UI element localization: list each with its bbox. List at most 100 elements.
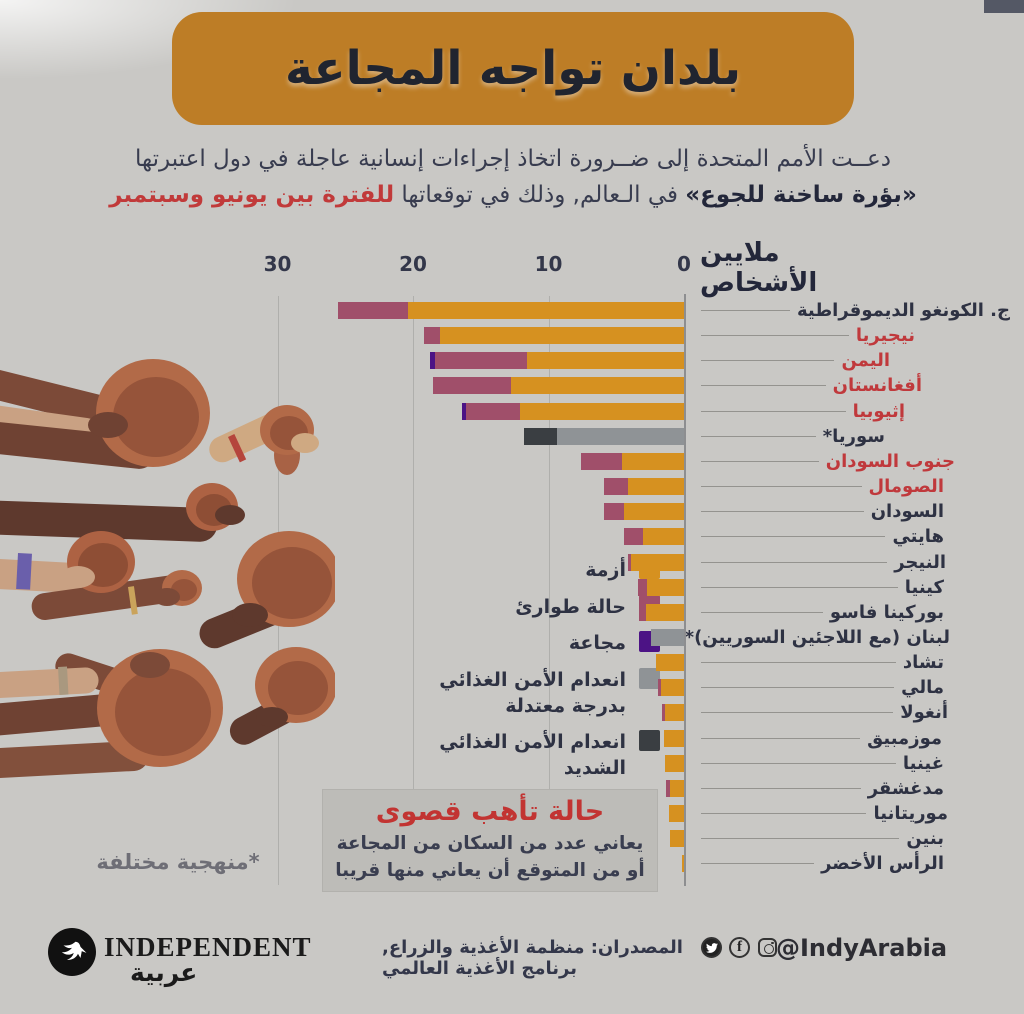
intro-line1: دعــت الأمم المتحدة إلى ضــرورة اتخاذ إج… — [135, 146, 891, 172]
intro-hotspot-phrase: «بؤرة ساخنة للجوع» — [685, 181, 917, 208]
leader-line — [701, 687, 895, 689]
bar-segment-emergency — [604, 503, 625, 521]
country-bar — [639, 603, 684, 621]
country-label: تشاد — [902, 652, 944, 674]
bar-segment-emergency — [465, 402, 521, 420]
legend-item-famine: مجاعة — [386, 631, 660, 657]
social-handle[interactable]: @IndyArabia — [776, 934, 948, 962]
country-bar — [663, 729, 684, 747]
bar-segment-crisis — [621, 452, 684, 470]
leader-line — [701, 586, 898, 588]
social-icons: f — [699, 935, 780, 960]
leader-line — [701, 360, 835, 362]
country-label: بنين — [906, 828, 944, 850]
leader-line — [701, 611, 823, 613]
y-axis-line — [684, 294, 686, 886]
bar-segment-emergency — [627, 553, 632, 571]
country-label: أفغانستان — [832, 375, 922, 397]
leader-line — [701, 460, 819, 462]
leader-line — [701, 335, 849, 337]
chart-row-label: جنوب السودان — [692, 449, 1010, 473]
country-label: أنغولا — [900, 702, 948, 724]
bar-segment-crisis — [665, 754, 684, 772]
country-label: الصومال — [868, 476, 944, 498]
bar-segment-crisis — [663, 729, 684, 747]
bar-segment-crisis — [643, 528, 684, 546]
leader-line — [701, 435, 816, 437]
country-bar — [429, 352, 684, 370]
country-label: بوركينا فاسو — [829, 601, 944, 623]
leader-line — [701, 561, 888, 563]
hungry-hands-illustration — [0, 359, 335, 779]
bar-segment-crisis — [655, 654, 684, 672]
facebook-icon[interactable]: f — [727, 935, 752, 960]
intro-line2-mid: في الـعالم, وذلك في توقعاتها — [394, 181, 686, 208]
chart-row-label: تشاد — [692, 651, 1010, 675]
country-bar — [604, 478, 684, 496]
country-label: كينيا — [904, 576, 944, 598]
bar-segment-crisis — [670, 830, 684, 848]
leader-line — [701, 762, 896, 764]
bar-segment-emergency — [662, 704, 666, 722]
country-label: هايتي — [892, 526, 944, 548]
leader-line — [701, 813, 867, 814]
x-tick-10: 10 — [534, 252, 563, 276]
sources-text: المصدران: منظمة الأغذية والزراع, برنامج … — [382, 937, 683, 979]
country-bar — [423, 327, 684, 345]
chart-row-label: سوريا* — [692, 424, 1010, 448]
instagram-icon[interactable] — [755, 935, 780, 960]
chart-row-label: أفغانستان — [692, 374, 1010, 398]
eagle-icon — [61, 941, 87, 960]
chart-row-label: كينيا — [692, 575, 1010, 599]
country-label: السودان — [870, 501, 944, 523]
bar-segment-emergency — [434, 352, 527, 370]
leader-line — [701, 838, 900, 840]
leader-line — [701, 536, 886, 538]
country-bar — [637, 578, 684, 596]
x-tick-0: 0 — [677, 252, 691, 276]
leader-line — [701, 863, 815, 865]
page-title-box: بلدان تواجه المجاعة — [172, 12, 854, 125]
chart-row-label: موزمبيق — [692, 726, 1010, 750]
chart-row-label: بوركينا فاسو — [692, 600, 1010, 624]
country-bar — [670, 830, 684, 848]
bar-segment-emergency — [624, 528, 644, 546]
chart-row-label: أنغولا — [692, 701, 1010, 725]
bar-segment-crisis — [646, 603, 684, 621]
country-label: الرأس الأخضر — [821, 853, 944, 875]
independent-logo-text: INDEPENDENT — [104, 932, 312, 962]
country-bar — [655, 654, 684, 672]
leader-line — [701, 410, 846, 412]
bar-segment-emergency — [433, 377, 511, 395]
country-label: إثيوبيا — [852, 400, 905, 422]
country-label: لبنان (مع اللاجئين السوريين)* — [684, 626, 950, 648]
country-label: نيجيريا — [855, 325, 915, 347]
bar-segment-crisis — [660, 679, 684, 697]
chart-row-label: الصومال — [692, 475, 1010, 499]
chart-row-label: لبنان (مع اللاجئين السوريين)* — [672, 625, 1010, 649]
leader-line — [701, 511, 864, 513]
country-label: مدغشقر — [867, 777, 944, 799]
chart-row-label: اليمن — [692, 349, 1010, 373]
country-bar — [666, 779, 684, 797]
country-bar — [627, 553, 684, 571]
legend-item-emergency: حالة طوارئ — [386, 594, 660, 621]
bar-segment-emergency — [658, 679, 661, 697]
leader-line — [701, 486, 862, 488]
country-bar — [338, 302, 684, 319]
twitter-icon[interactable] — [699, 935, 724, 960]
country-label: النيجر — [894, 551, 946, 573]
chart-row-label: السودان — [692, 500, 1010, 524]
bar-segment-emergency — [581, 452, 622, 470]
legend-label: انعدام الأمن الغذائي بدرجة معتدلة — [439, 668, 626, 719]
gridline-10 — [548, 296, 550, 885]
gridline-20 — [413, 296, 414, 885]
chart-row-label: بنين — [692, 827, 1010, 851]
legend-item-moderate: انعدام الأمن الغذائي بدرجة معتدلة — [386, 667, 660, 719]
legend-label-line1: أزمة — [585, 559, 626, 581]
country-label: سوريا* — [822, 425, 885, 447]
country-label: غينيا — [902, 752, 944, 774]
country-bar — [651, 628, 684, 646]
bar-segment-moderate — [556, 427, 684, 445]
bar-segment-emergency — [637, 578, 648, 596]
